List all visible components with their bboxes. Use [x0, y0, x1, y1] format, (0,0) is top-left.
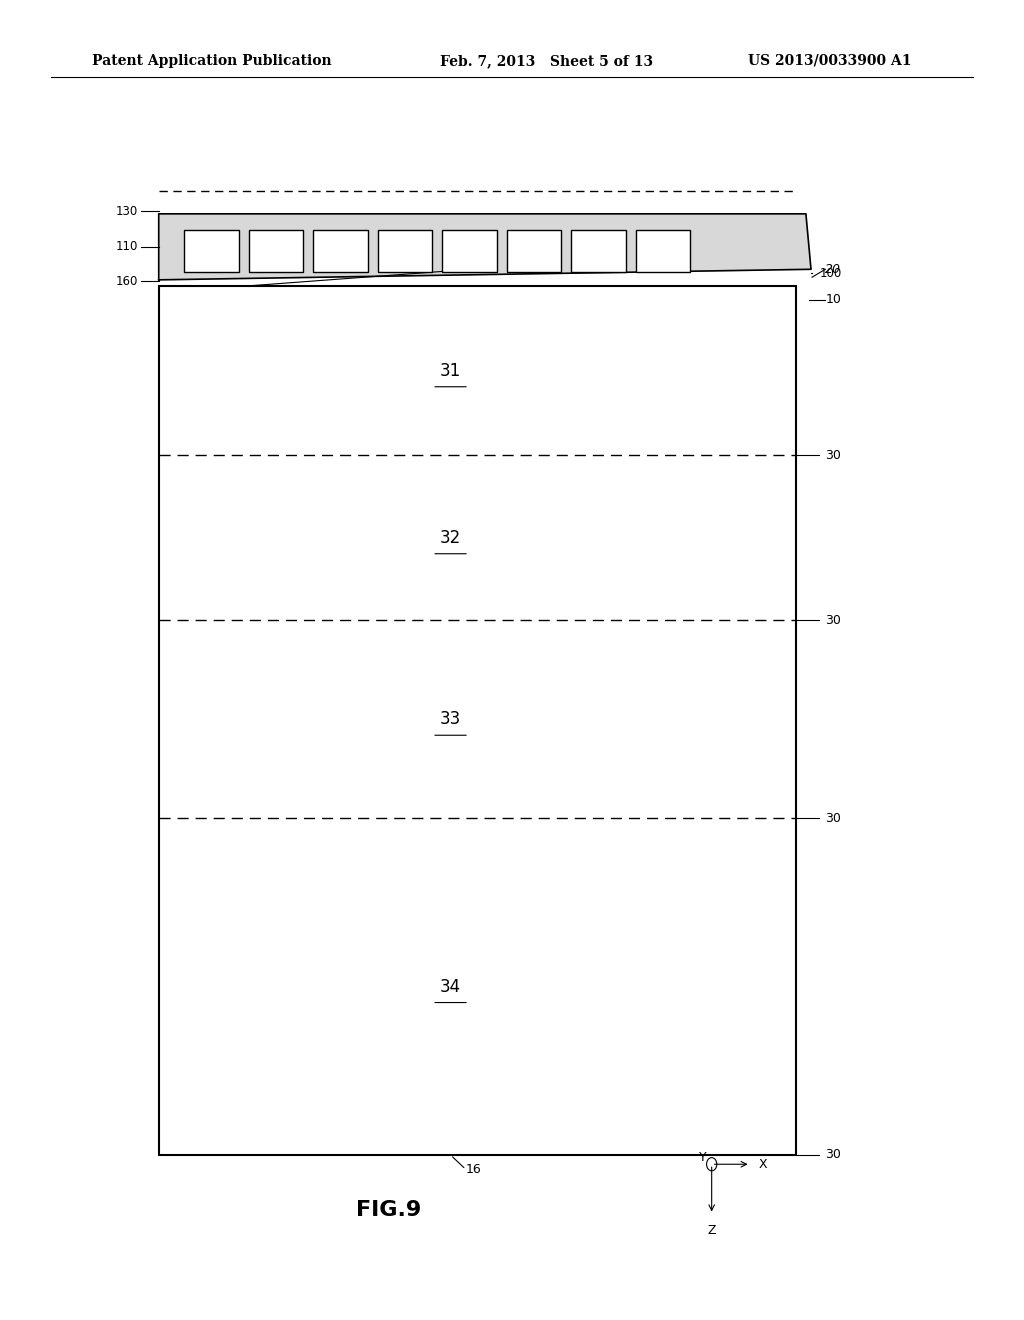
Text: 110: 110	[116, 240, 138, 253]
Bar	[507, 230, 561, 272]
Bar	[636, 230, 690, 272]
Text: 15: 15	[471, 263, 487, 276]
Text: Z: Z	[708, 1224, 716, 1237]
Text: Feb. 7, 2013   Sheet 5 of 13: Feb. 7, 2013 Sheet 5 of 13	[440, 54, 653, 67]
Text: 100: 100	[819, 267, 842, 280]
Text: 30: 30	[825, 1148, 842, 1162]
Text: 16: 16	[466, 1163, 481, 1176]
Text: US 2013/0033900 A1: US 2013/0033900 A1	[748, 54, 911, 67]
Text: Patent Application Publication: Patent Application Publication	[92, 54, 332, 67]
Bar	[442, 230, 497, 272]
Bar	[249, 230, 303, 272]
Bar	[313, 230, 368, 272]
Polygon shape	[159, 214, 811, 280]
Text: 32: 32	[440, 529, 461, 546]
Text: 30: 30	[825, 614, 842, 627]
Bar	[184, 230, 239, 272]
Text: 130: 130	[116, 205, 138, 218]
Text: 34: 34	[440, 978, 461, 995]
Text: 20: 20	[825, 263, 842, 276]
Text: X: X	[759, 1158, 767, 1171]
Text: 160: 160	[116, 275, 138, 288]
Text: 31: 31	[440, 362, 461, 380]
Bar	[571, 230, 626, 272]
Text: 33: 33	[440, 710, 461, 729]
Text: 10: 10	[825, 293, 842, 306]
Text: Y: Y	[699, 1151, 707, 1164]
Bar	[159, 286, 796, 1155]
Text: FIG.9: FIG.9	[356, 1200, 422, 1221]
Text: 30: 30	[825, 449, 842, 462]
Bar	[378, 230, 432, 272]
Text: 30: 30	[825, 812, 842, 825]
